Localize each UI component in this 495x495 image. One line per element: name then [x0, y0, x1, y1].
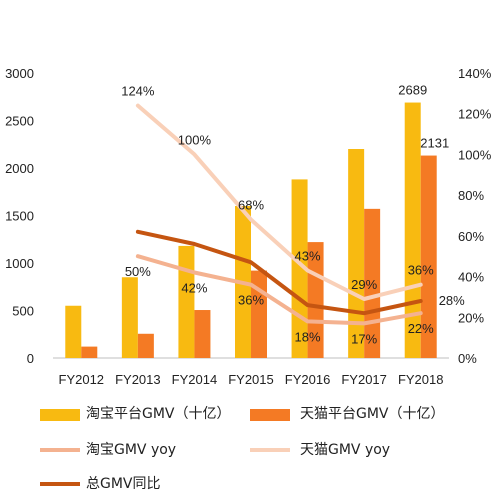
bar-tmall: [420, 155, 437, 358]
bar-taobao: [404, 102, 421, 358]
data-label: 29%: [351, 277, 377, 292]
bar-taobao: [348, 149, 365, 358]
left-tick-label: 0: [27, 351, 34, 366]
x-tick-label: FY2014: [172, 372, 218, 387]
bar-tmall: [194, 310, 211, 358]
data-label: 36%: [408, 263, 434, 278]
data-label: 124%: [121, 84, 155, 99]
bars-group: [65, 102, 437, 358]
right-tick-label: 100%: [458, 147, 492, 162]
left-tick-label: 1000: [5, 256, 34, 271]
x-tick-label: FY2015: [228, 372, 274, 387]
right-tick-label: 120%: [458, 107, 492, 122]
legend-swatch-total-yoy: [40, 482, 80, 486]
left-tick-label: 2500: [5, 114, 34, 129]
bar-taobao: [121, 277, 138, 358]
bar-taobao: [65, 305, 82, 358]
left-tick-label: 3000: [5, 66, 34, 81]
right-tick-label: 40%: [458, 270, 484, 285]
data-label: 22%: [408, 321, 434, 336]
x-tick-label: FY2017: [341, 372, 387, 387]
left-tick-label: 2000: [5, 161, 34, 176]
data-labels: 124% 100% 68% 43% 29% 36% 50% 42% 36% 18% 17% 22% 28…: [121, 83, 465, 347]
right-tick-label: 60%: [458, 229, 484, 244]
bar-tmall: [251, 270, 267, 358]
x-axis-ticks: FY2012 FY2013 FY2014 FY2015 FY2016 FY2017 FY20…: [59, 372, 444, 387]
legend-label-taobao-yoy: 淘宝GMV yoy: [86, 442, 177, 458]
line-tmall-yoy: [135, 103, 423, 301]
x-tick-label: FY2013: [115, 372, 161, 387]
left-axis-ticks: 0 500 1000 1500 2000 2500 3000: [5, 66, 34, 366]
x-tick-label: FY2018: [398, 372, 444, 387]
legend-label-tmall-gmv: 天猫平台GMV（十亿）: [300, 406, 445, 422]
x-tick-label: FY2012: [59, 372, 105, 387]
legend-label-total-yoy: 总GMV同比: [86, 476, 161, 492]
bar-tmall: [137, 333, 154, 358]
right-tick-label: 140%: [458, 66, 492, 81]
data-label: 100%: [178, 132, 212, 147]
legend-label-tmall-yoy: 天猫GMV yoy: [300, 442, 391, 458]
data-label: 68%: [238, 198, 264, 213]
data-label: 28%: [439, 293, 465, 308]
right-axis-ticks: 0% 20% 40% 60% 80% 100% 120% 140%: [458, 66, 492, 366]
right-tick-label: 80%: [458, 188, 484, 203]
legend-swatch-taobao-yoy: [40, 448, 80, 452]
left-tick-label: 1500: [5, 209, 34, 224]
data-label: 17%: [351, 331, 377, 346]
line-total-yoy: [135, 229, 423, 316]
legend-swatch-tmall-gmv: [250, 409, 290, 421]
right-tick-label: 0%: [458, 351, 477, 366]
legend-swatch-taobao-gmv: [40, 409, 80, 421]
data-label: 36%: [238, 293, 264, 308]
data-label: 18%: [295, 329, 321, 344]
left-tick-label: 500: [12, 304, 34, 319]
right-tick-label: 20%: [458, 310, 484, 325]
legend-label-taobao-gmv: 淘宝平台GMV（十亿）: [86, 406, 231, 422]
lines-group: [135, 103, 423, 326]
legend-swatch-tmall-yoy: [250, 448, 290, 452]
bar-taobao: [178, 245, 195, 358]
bar-tmall: [81, 346, 98, 358]
x-tick-label: FY2016: [285, 372, 331, 387]
data-label: 42%: [181, 281, 207, 296]
data-label: 2689: [398, 83, 427, 98]
data-label: 2131: [420, 136, 449, 151]
data-label: 43%: [295, 248, 321, 263]
data-label: 50%: [125, 264, 151, 279]
line-taobao-yoy: [135, 254, 423, 326]
